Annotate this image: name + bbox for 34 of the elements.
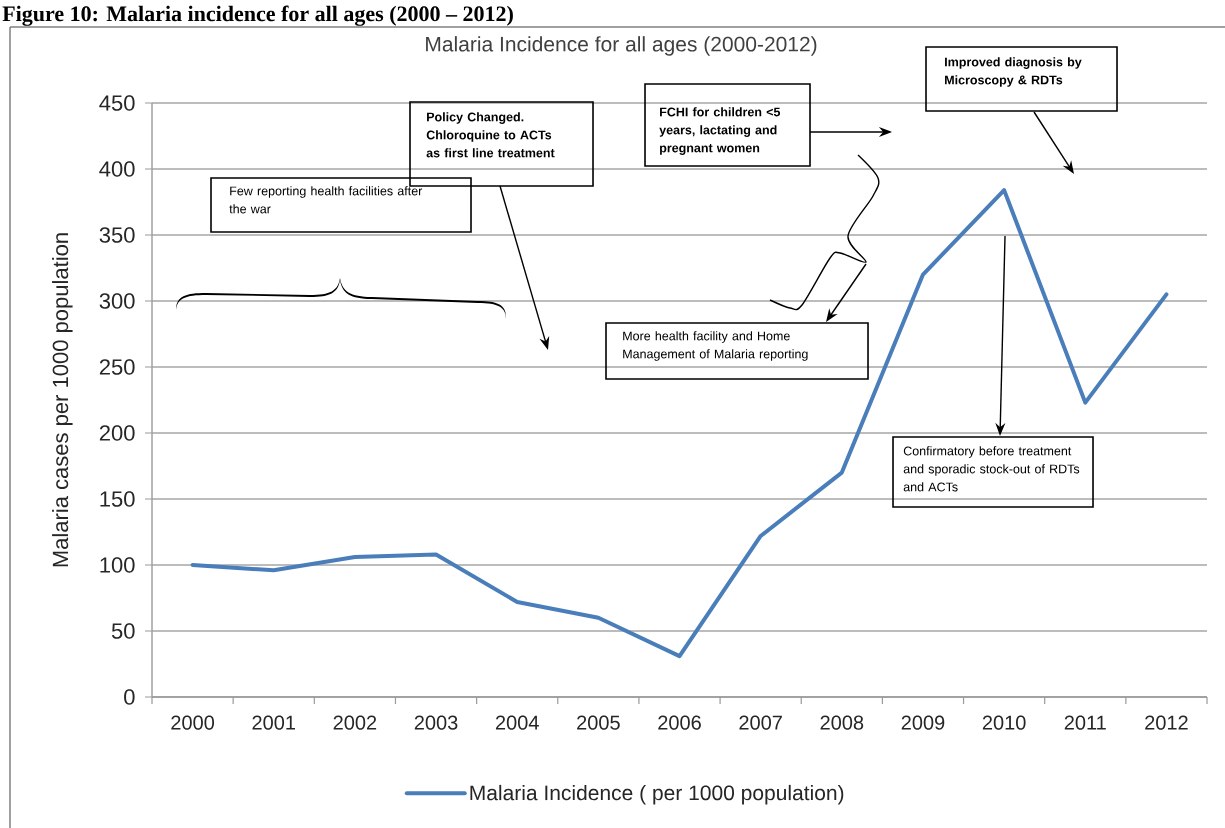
x-tick-label: 2000 (171, 715, 215, 730)
y-tick-label: 200 (99, 425, 135, 441)
y-tick-label: 100 (100, 557, 135, 573)
x-tick-label: 2010 (982, 715, 1026, 730)
annotation: Few reporting health facilities after the war (229, 186, 423, 214)
annotation: FCHI for children <5 years, lactating and pregnant women (659, 107, 781, 155)
y-tick-label: 250 (99, 359, 135, 375)
annotation: Confirmatory before treatment and sporadic stock-out of RDTs and ACTs (903, 446, 1080, 492)
y-tick-label: 150 (100, 491, 135, 507)
y-tick-label: 50 (111, 623, 135, 639)
x-tick-label: 2009 (901, 715, 945, 730)
y-tick-label: 400 (99, 161, 135, 177)
x-tick-label: 2011 (1064, 715, 1106, 730)
y-tick-label: 0 (124, 689, 135, 705)
annotation: Policy Changed. Chloroquine to ACTs as first line treatment (426, 112, 555, 158)
y-tick-label: 300 (99, 293, 135, 309)
y-axis-title: Malaria cases per 1000 population (52, 233, 73, 567)
y-tick-label: 350 (99, 227, 135, 243)
x-tick-label: 2007 (739, 715, 782, 730)
x-tick-label: 2012 (1145, 715, 1188, 730)
x-tick-label: 2004 (495, 715, 539, 730)
x-tick-label: 2005 (577, 715, 620, 730)
x-tick-label: 2001 (252, 715, 295, 730)
chart-title: Malaria Incidence for all ages (2000-2012) (426, 36, 817, 56)
text: Improved diagnosis by Microscopy & RDTs (945, 57, 1082, 87)
annotation: More health facility and Home Management of Malaria reporting (623, 331, 808, 361)
x-tick-label: 2002 (333, 715, 377, 730)
x-tick-label: 2008 (820, 715, 864, 730)
line-series (190, 188, 1169, 659)
x-tick-label: 2003 (414, 715, 458, 730)
legend-label: Malaria Incidence ( per 1000 population) (470, 784, 844, 805)
caption: Figure 10: Malaria incidence for all ages (2000 – 2012) (2, 5, 513, 26)
x-tick-label: 2006 (658, 715, 701, 730)
y-tick-label: 450 (99, 95, 135, 111)
